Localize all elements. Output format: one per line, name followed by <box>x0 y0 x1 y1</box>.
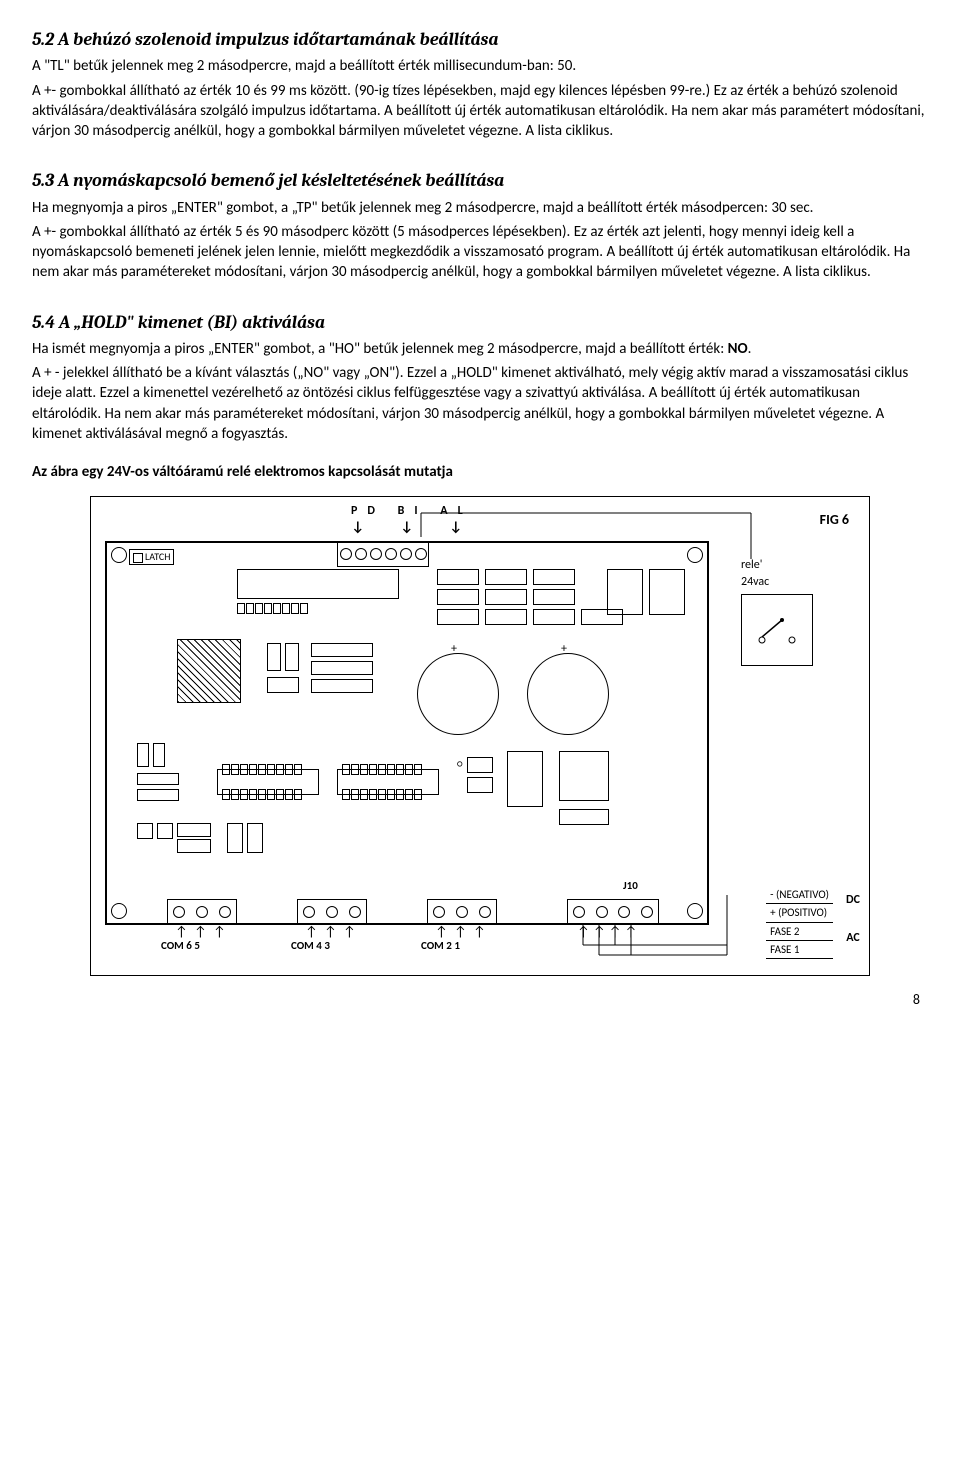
page-number: 8 <box>32 991 928 1010</box>
section-5-3-heading: 5.3 A nyomáskapcsoló bemenő jel késlelte… <box>32 169 928 193</box>
section-5-4-p2: A + - jelekkel állítható be a kívánt vál… <box>32 363 928 444</box>
section-5-3-p2: A +- gombokkal állítható az érték 5 és 9… <box>32 222 928 283</box>
top-pin-labels: PD BI AL ↓ ↓ ↓ <box>351 503 473 535</box>
com-6-5: COM 6 5 <box>161 939 200 954</box>
section-5-3-p1: Ha megnyomja a piros „ENTER" gombot, a „… <box>32 198 928 218</box>
section-5-2-p1: A "TL" betűk jelennek meg 2 másodpercre,… <box>32 56 928 76</box>
section-5-2-heading: 5.2 A behúzó szolenoid impulzus időtarta… <box>32 28 928 52</box>
pcb-board: LATCH <box>105 541 709 925</box>
latch-label: LATCH <box>129 549 174 565</box>
com-2-1: COM 2 1 <box>421 939 460 954</box>
section-5-4-heading: 5.4 A „HOLD" kimenet (BI) aktiválása <box>32 311 928 335</box>
figure-6: FIG 6 PD BI AL ↓ ↓ ↓ rele' 24vac <box>32 496 928 982</box>
com-4-3: COM 4 3 <box>291 939 330 954</box>
figure-label: FIG 6 <box>820 511 849 530</box>
section-5-4-p1: Ha ismét megnyomja a piros „ENTER" gombo… <box>32 339 928 359</box>
wire-labels: - (NEGATIVO) + (POSITIVO) FASE 2 FASE 1 <box>766 886 833 960</box>
section-5-2-p2: A +- gombokkal állítható az érték 10 és … <box>32 81 928 142</box>
relay-box: rele' 24vac <box>741 557 851 665</box>
dc-ac-labels: DC AC <box>841 881 865 958</box>
figure-caption: Az ábra egy 24V-os váltóáramú relé elekt… <box>32 462 928 482</box>
